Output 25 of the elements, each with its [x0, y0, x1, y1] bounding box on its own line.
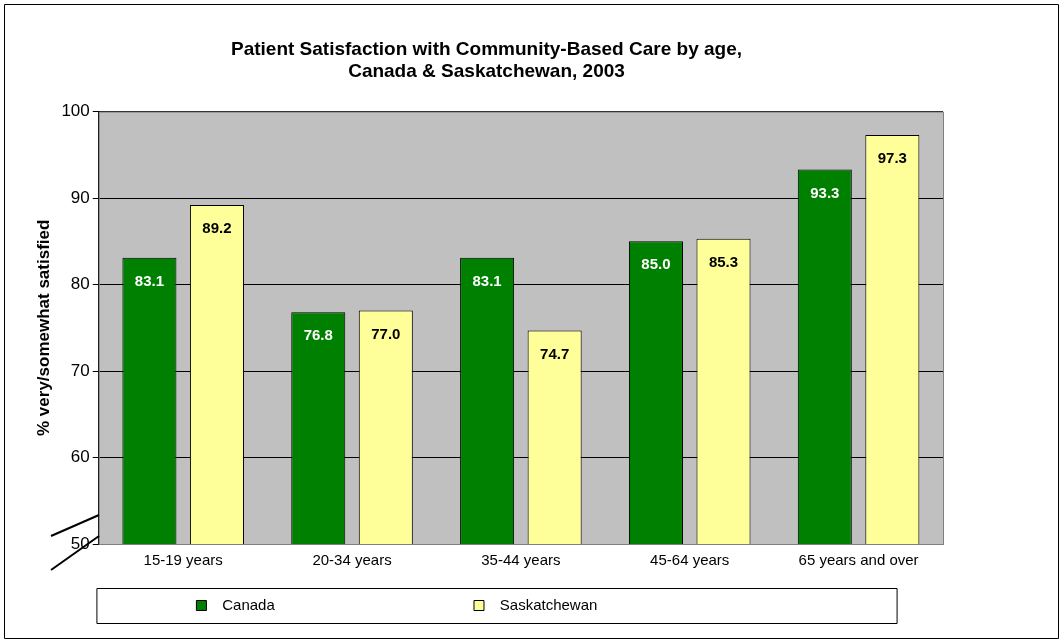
- data-label: 76.8: [303, 326, 333, 344]
- x-tick-label: 15-19 years: [143, 551, 223, 569]
- data-label: 74.7: [540, 344, 570, 362]
- x-tick-label: 45-64 years: [650, 551, 730, 569]
- y-tick-label: 50: [70, 533, 90, 553]
- y-axis-title: % very/somewhat satisfied: [33, 219, 53, 436]
- data-label: 83.1: [134, 271, 165, 289]
- x-tick-label: 65 years and over: [798, 551, 919, 569]
- data-label: 89.2: [202, 219, 232, 237]
- data-label: 83.1: [472, 271, 502, 289]
- x-tick-label: 20-34 years: [312, 551, 392, 569]
- x-tick-label: 35-44 years: [481, 551, 561, 569]
- legend-label: Canada: [213, 595, 455, 613]
- data-label: 77.0: [371, 324, 401, 342]
- data-label: 85.0: [641, 255, 671, 273]
- y-tick-label: 60: [70, 447, 90, 467]
- data-label: 85.3: [708, 252, 739, 270]
- y-tick-label: 70: [70, 360, 90, 380]
- data-label: 93.3: [810, 183, 840, 201]
- y-tick-label: 100: [61, 101, 90, 121]
- legend-label: Saskatchewan: [491, 595, 777, 613]
- y-tick-label: 80: [70, 274, 90, 294]
- chart-title: Patient Satisfaction with Community-Based Care by age, Canada & Saskatchewan, 2003: [231, 37, 742, 82]
- data-label: 97.3: [877, 149, 907, 167]
- y-tick-label: 90: [70, 187, 90, 207]
